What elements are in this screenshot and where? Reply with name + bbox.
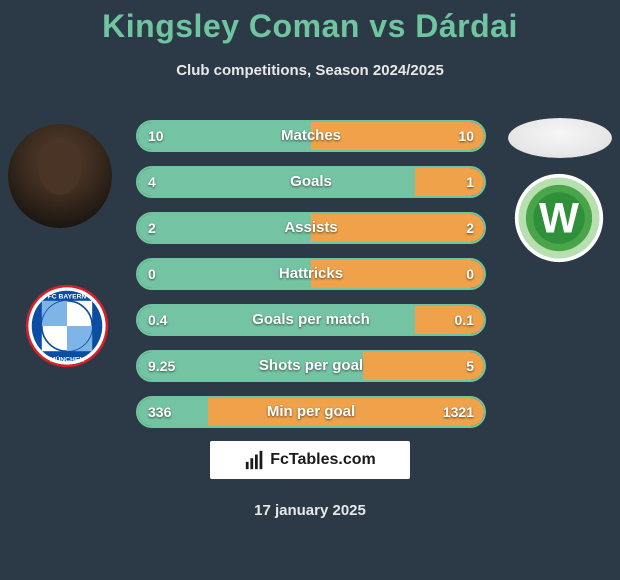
- player-right-avatar: [508, 118, 612, 158]
- comparison-card: Kingsley Coman vs Dárdai Club competitio…: [0, 0, 620, 580]
- club-left-badge: FC BAYERN MÜNCHEN: [25, 284, 109, 368]
- stat-label: Assists: [138, 214, 484, 242]
- stat-label: Goals: [138, 168, 484, 196]
- stat-row: 2Assists2: [136, 212, 486, 244]
- brand-badge: FcTables.com: [210, 441, 410, 479]
- stat-value-right: 0: [466, 260, 474, 288]
- stat-value-right: 1: [466, 168, 474, 196]
- stat-value-right: 5: [466, 352, 474, 380]
- stat-row: 0Hattricks0: [136, 258, 486, 290]
- svg-text:MÜNCHEN: MÜNCHEN: [50, 354, 84, 363]
- player-left-avatar: [8, 124, 112, 228]
- stat-value-right: 2: [466, 214, 474, 242]
- stat-value-right: 0.1: [455, 306, 474, 334]
- brand-text: FcTables.com: [270, 451, 376, 469]
- stat-row: 10Matches10: [136, 120, 486, 152]
- stat-label: Min per goal: [138, 398, 484, 426]
- bayern-icon: FC BAYERN MÜNCHEN: [25, 284, 109, 368]
- stat-label: Hattricks: [138, 260, 484, 288]
- stat-row: 0.4Goals per match0.1: [136, 304, 486, 336]
- wolfsburg-icon: W: [513, 172, 605, 264]
- stat-value-right: 1321: [443, 398, 474, 426]
- chart-icon: [244, 449, 266, 471]
- page-title: Kingsley Coman vs Dárdai: [0, 8, 620, 45]
- stat-label: Shots per goal: [138, 352, 484, 380]
- date-line: 17 january 2025: [0, 502, 620, 519]
- stat-row: 336Min per goal1321: [136, 396, 486, 428]
- stat-row: 9.25Shots per goal5: [136, 350, 486, 382]
- svg-text:FC BAYERN: FC BAYERN: [48, 293, 87, 300]
- club-right-badge: W: [513, 172, 605, 264]
- stat-label: Goals per match: [138, 306, 484, 334]
- comparison-bars: 10Matches104Goals12Assists20Hattricks00.…: [136, 120, 486, 442]
- stat-label: Matches: [138, 122, 484, 150]
- stat-row: 4Goals1: [136, 166, 486, 198]
- subtitle: Club competitions, Season 2024/2025: [0, 62, 620, 79]
- svg-text:W: W: [539, 195, 579, 242]
- stat-value-right: 10: [458, 122, 474, 150]
